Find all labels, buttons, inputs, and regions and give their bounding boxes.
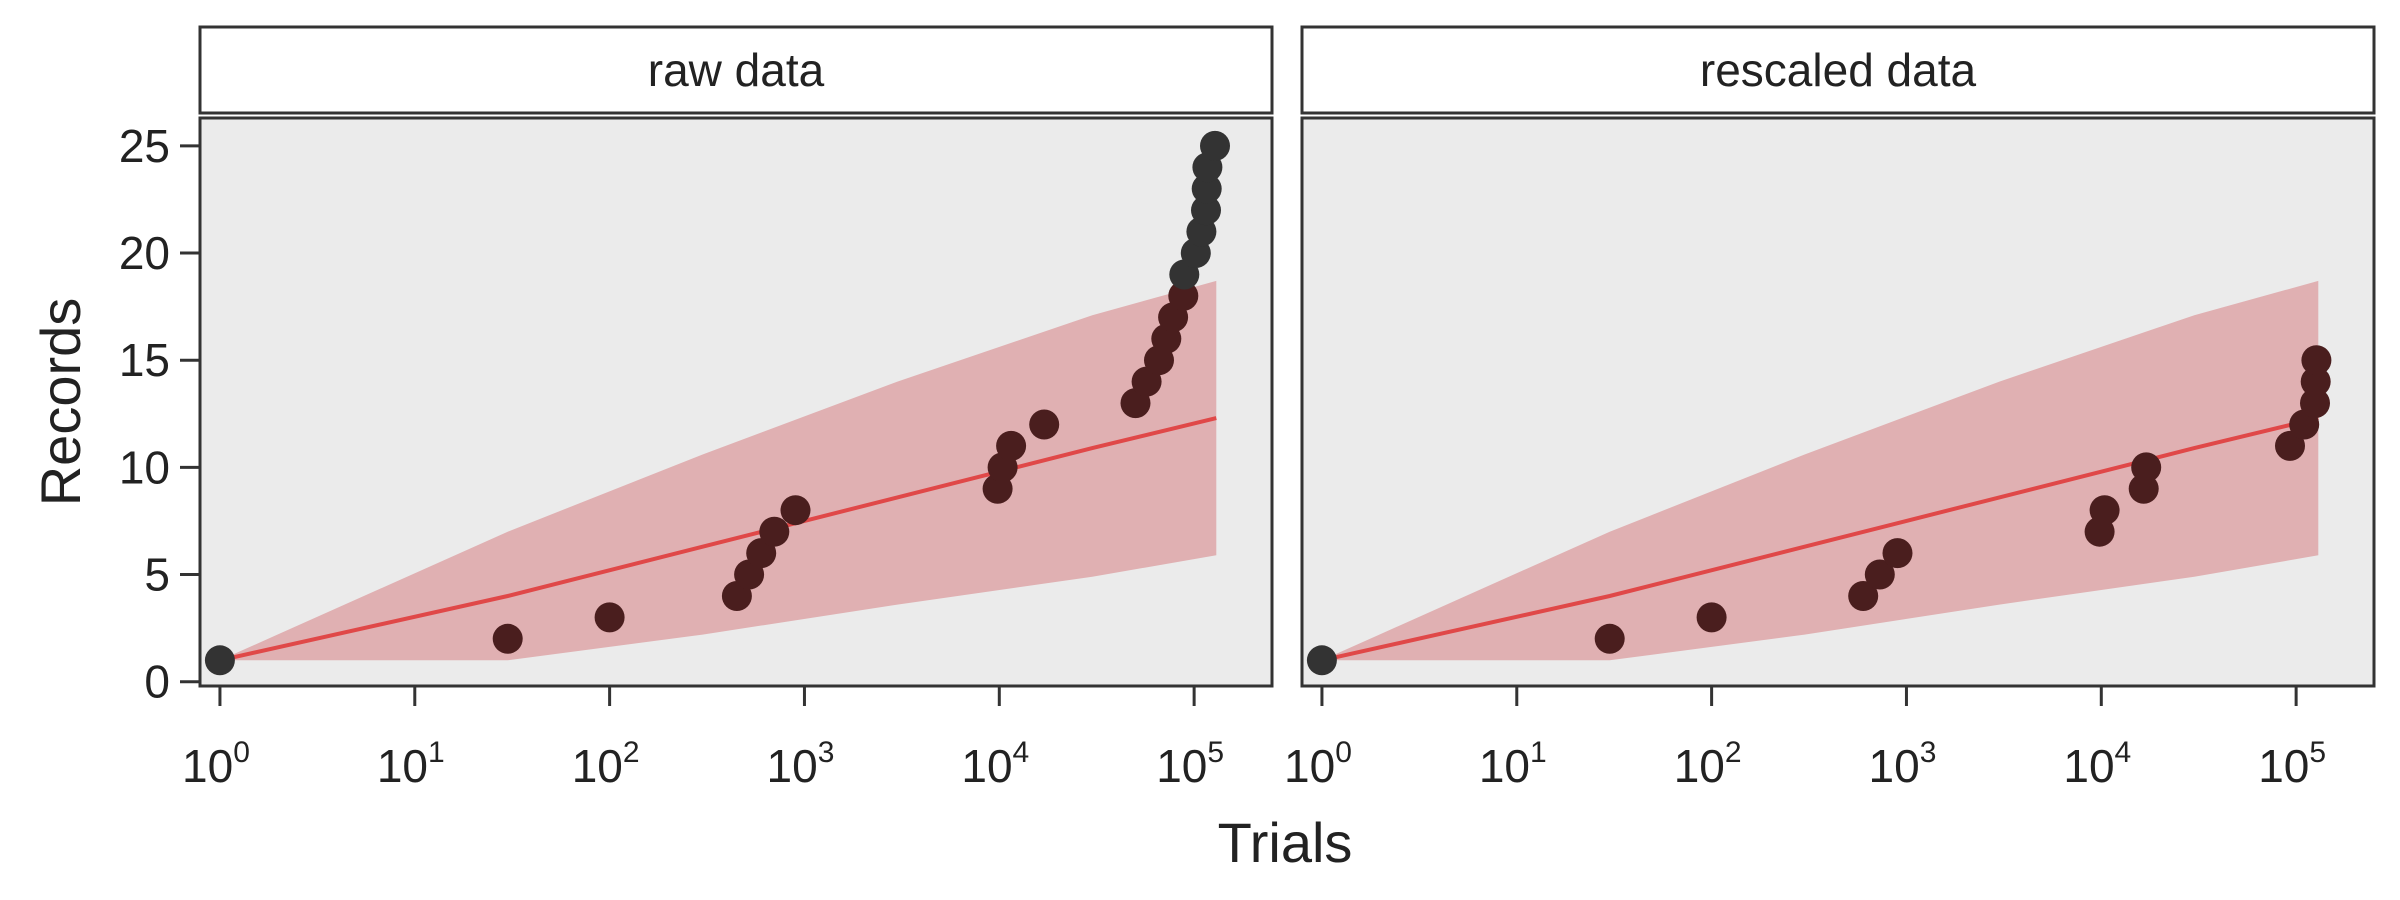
facet-panel: rescaled data (1300, 25, 2376, 688)
data-point (1594, 623, 1625, 654)
data-point (2300, 366, 2331, 397)
x-tick-label: 101 (1479, 736, 1547, 792)
facet-panels: raw data rescaled data (198, 25, 2376, 688)
data-point (759, 516, 790, 547)
y-tick-label: 25 (119, 120, 170, 172)
data-point (1191, 195, 1221, 226)
y-tick-label: 10 (119, 441, 170, 493)
data-point (1882, 538, 1913, 569)
x-tick-label: 100 (182, 736, 250, 792)
facet-strip (1300, 25, 2376, 115)
data-point (780, 495, 811, 526)
x-tick-label: 100 (1284, 736, 1352, 792)
x-tick-label: 102 (1674, 736, 1742, 792)
facet-strip (198, 25, 1274, 115)
data-point (1848, 581, 1879, 611)
data-point (1168, 280, 1199, 311)
x-tick-label: 103 (1869, 736, 1937, 792)
x-tick-label: 104 (2063, 736, 2131, 792)
axes: 0 5 10 15 20 25 100 101 102 103 104 105 100 101 102 103… (119, 120, 2326, 792)
expected-range-ribbon (219, 280, 1217, 661)
data-point (1191, 173, 1222, 204)
x-tick-label: 101 (377, 736, 445, 792)
facet-strip-label: raw data (648, 44, 825, 96)
x-tick-label: 103 (767, 736, 835, 792)
data-point (594, 602, 625, 633)
data-point (1200, 130, 1230, 161)
x-tick-label: 105 (2258, 736, 2326, 792)
x-tick-label: 104 (961, 736, 1029, 792)
facet-panel: raw data (198, 25, 1274, 688)
data-point (492, 623, 523, 654)
data-point (2131, 452, 2162, 483)
data-point (1029, 409, 1060, 440)
facet-strip-label: rescaled data (1700, 44, 1977, 96)
y-tick-label: 0 (144, 656, 170, 708)
data-point (1306, 645, 1337, 676)
y-tick-label: 20 (119, 227, 170, 279)
data-point (1864, 559, 1895, 590)
expected-range-ribbon (1321, 280, 2319, 661)
x-axis-title: Trials (1218, 811, 1353, 874)
data-point (1696, 602, 1727, 633)
data-point (204, 645, 235, 676)
x-tick-label: 105 (1156, 736, 1224, 792)
x-tick-label: 102 (572, 736, 640, 792)
y-tick-label: 5 (144, 549, 170, 601)
data-point (2301, 345, 2332, 376)
data-point (2275, 430, 2305, 461)
data-point (2089, 495, 2120, 526)
data-point (996, 430, 1027, 461)
data-point (2300, 388, 2330, 419)
y-axis-title: Records (29, 298, 92, 507)
y-tick-label: 15 (119, 334, 170, 386)
expected-mean-line (1321, 416, 2319, 663)
